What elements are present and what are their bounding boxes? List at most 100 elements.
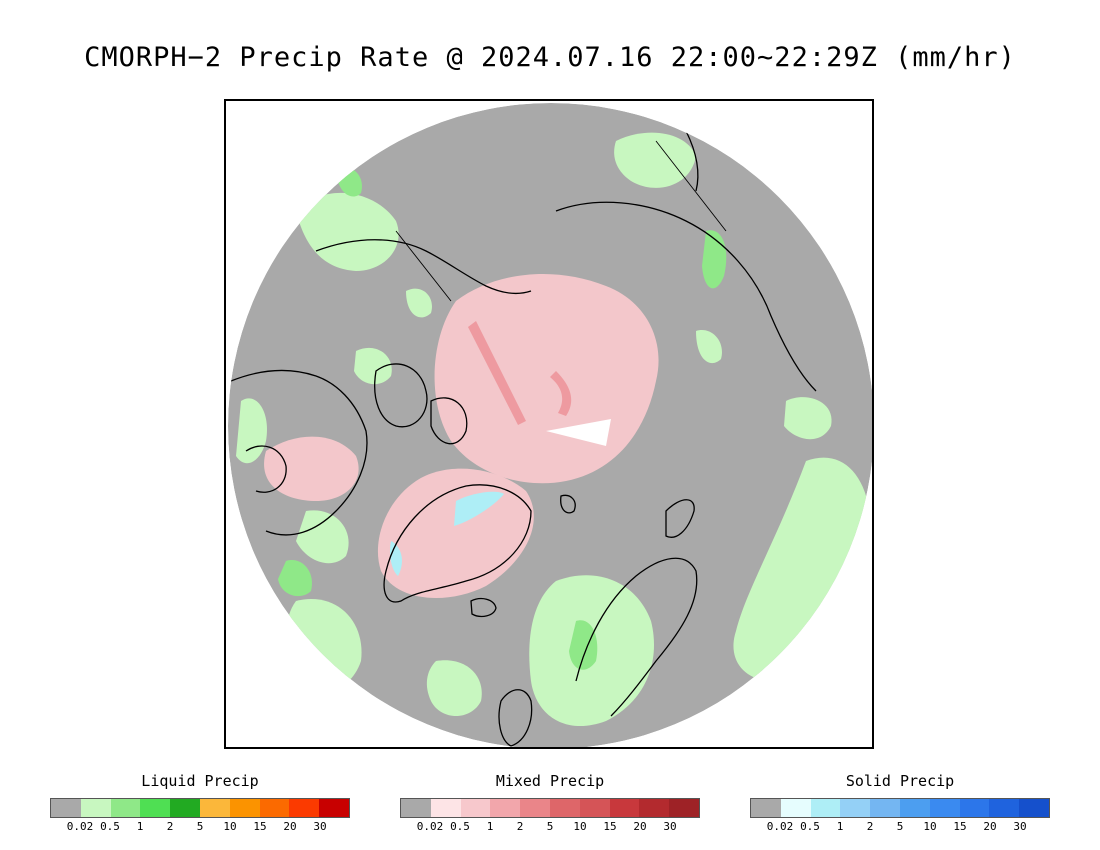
- legend-swatch: [460, 799, 491, 817]
- legend-tick-label: 2: [866, 820, 874, 833]
- legend-swatch: [549, 799, 580, 817]
- liquid-precip-north-pacific: [296, 192, 399, 271]
- legend-tick-label: 1: [136, 820, 144, 833]
- liquid-precip-west-canada: [236, 398, 267, 464]
- mixed-precip-streak-1: [468, 321, 526, 425]
- chart-title: CMORPH−2 Precip Rate @ 2024.07.16 22:00~…: [84, 42, 1016, 73]
- coast-uk: [498, 689, 533, 747]
- legend-tick-label: 20: [633, 820, 647, 833]
- legend-swatch: [780, 799, 811, 817]
- legend-swatch: [229, 799, 260, 817]
- legend-title-mixed: Mixed Precip: [495, 772, 605, 790]
- legend-tick-label: 20: [983, 820, 997, 833]
- legend-swatch: [51, 799, 81, 817]
- liquid-precip-labrador: [278, 560, 312, 597]
- legend-swatch: [140, 799, 171, 817]
- legend-swatch: [840, 799, 871, 817]
- legend-mixed-precip: Mixed Precip 0.02 0.5 1 2 5 10 15 20 30: [400, 770, 700, 836]
- map-canvas: [226, 101, 872, 747]
- legend-tick-label: 0.02: [66, 820, 94, 833]
- legend-swatch: [430, 799, 461, 817]
- legend-tick-label: 20: [283, 820, 297, 833]
- legend-tick-label: 15: [603, 820, 617, 833]
- legend-liquid-precip: Liquid Precip 0.02 0.5 1 2 5 10 15 20 30: [50, 770, 350, 836]
- legend-swatch: [319, 799, 349, 817]
- legend-tick-label: 15: [953, 820, 967, 833]
- legend-solid-precip: Solid Precip 0.02 0.5 1 2 5 10 15 20 30: [750, 770, 1050, 836]
- liquid-precip-scandinavia: [569, 620, 598, 670]
- coastlines: [230, 130, 817, 747]
- legend-swatch: [929, 799, 960, 817]
- legend-swatch: [520, 799, 550, 817]
- liquid-precip-central-siberia: [784, 397, 832, 440]
- coast-canadian-archipelago: [374, 363, 468, 445]
- legend-swatch: [110, 799, 141, 817]
- legend-title-liquid: Liquid Precip: [141, 772, 259, 790]
- legend-swatch: [639, 799, 670, 817]
- legend-tick-label: 0.5: [450, 820, 470, 833]
- legend-swatch: [1019, 799, 1049, 817]
- legend-tick-label: 5: [896, 820, 904, 833]
- legend-tick-label: 0.5: [100, 820, 120, 833]
- legend-swatch: [579, 799, 610, 817]
- polar-precip-map: [224, 99, 874, 749]
- legend-swatch: [989, 799, 1020, 817]
- coast-svalbard: [560, 494, 576, 514]
- coast-iceland: [470, 597, 497, 618]
- coast-novaya-zemlya: [665, 499, 695, 538]
- legend-tick-label: 10: [573, 820, 587, 833]
- border-alaska-canada: [395, 230, 452, 302]
- legend-tick-label: 2: [166, 820, 174, 833]
- legend-swatch: [401, 799, 431, 817]
- liquid-precip-uk: [426, 660, 482, 716]
- legend-tick-label: 5: [546, 820, 554, 833]
- liquid-precip-siberia: [614, 132, 696, 188]
- legend-tick-label: 10: [223, 820, 237, 833]
- legend-tick-label: 0.02: [766, 820, 794, 833]
- legend-swatch: [289, 799, 320, 817]
- liquid-precip-east-siberia: [702, 230, 727, 289]
- coast-north-america: [230, 369, 368, 536]
- coast-scandinavia: [575, 557, 698, 717]
- legend-bar-liquid: [50, 798, 350, 818]
- legend-tick-label: 30: [313, 820, 327, 833]
- legend-swatch: [170, 799, 200, 817]
- legend-tick-label: 15: [253, 820, 267, 833]
- legend-swatch: [490, 799, 521, 817]
- legend-tick-label: 2: [516, 820, 524, 833]
- coast-alaska-chukotka: [315, 239, 532, 295]
- liquid-precip-bands-scattered: [354, 288, 722, 385]
- legend-swatch: [959, 799, 990, 817]
- solid-precip-greenland-1: [454, 491, 504, 526]
- legend-swatch: [810, 799, 841, 817]
- legend-tick-label: 1: [836, 820, 844, 833]
- coast-siberia: [555, 201, 817, 392]
- mixed-precip-areas: [264, 274, 659, 598]
- legend-tick-label: 0.5: [800, 820, 820, 833]
- legend-ticks-solid: 0.02 0.5 1 2 5 10 15 20 30: [750, 820, 1050, 836]
- legend-ticks-liquid: 0.02 0.5 1 2 5 10 15 20 30: [50, 820, 350, 836]
- legend-bar-solid: [750, 798, 1050, 818]
- legend-swatch: [609, 799, 640, 817]
- legend-tick-label: 0.02: [416, 820, 444, 833]
- political-borders: [395, 140, 727, 302]
- coast-kamchatka: [685, 130, 699, 192]
- legend-tick-label: 5: [196, 820, 204, 833]
- legend-bar-mixed: [400, 798, 700, 818]
- legend-swatch: [899, 799, 930, 817]
- legend-swatch: [751, 799, 781, 817]
- border-russia-east: [655, 140, 727, 232]
- coast-greenland: [383, 484, 532, 603]
- legend-ticks-mixed: 0.02 0.5 1 2 5 10 15 20 30: [400, 820, 700, 836]
- liquid-precip-hudson: [296, 510, 349, 564]
- legend-swatch: [80, 799, 111, 817]
- coast-hudson-bay: [245, 445, 287, 493]
- mixed-precip-canada: [264, 436, 359, 501]
- legend-title-solid: Solid Precip: [845, 772, 955, 790]
- legend-tick-label: 1: [486, 820, 494, 833]
- legend-swatch: [870, 799, 900, 817]
- mixed-precip-white-wedge: [546, 419, 611, 446]
- legend-swatch: [669, 799, 699, 817]
- legend-swatch: [259, 799, 290, 817]
- mixed-precip-streak-2: [550, 371, 572, 416]
